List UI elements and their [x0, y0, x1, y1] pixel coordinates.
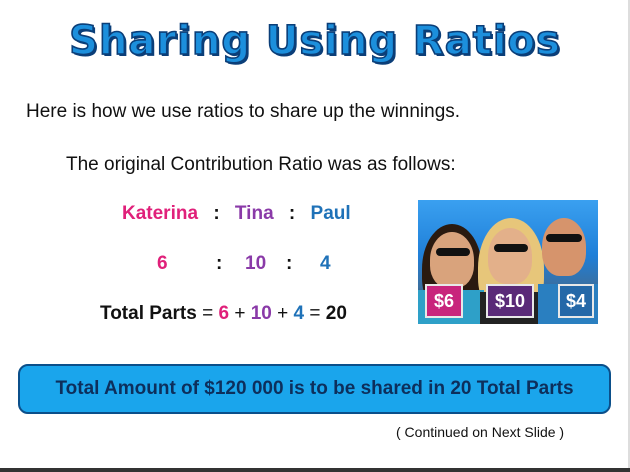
name-tina: Tina	[234, 203, 274, 224]
total-term-katerina: 6	[218, 303, 230, 324]
banner-text: Total Amount of $120 000 is to be shared…	[55, 378, 574, 399]
ratio-part-tina: 10	[245, 253, 267, 274]
ratio-separator: :	[286, 253, 293, 274]
equals-sign: =	[309, 303, 321, 324]
total-term-paul: 4	[293, 303, 305, 324]
photo-tag-paul: $4	[558, 284, 594, 318]
total-amount-banner: Total Amount of $120 000 is to be shared…	[18, 364, 611, 414]
plus-sign: +	[234, 303, 246, 324]
slide-title: Sharing Using Ratios	[68, 17, 561, 65]
total-parts-label: Total Parts	[100, 303, 197, 324]
total-result: 20	[325, 303, 347, 324]
original-ratio-heading: The original Contribution Ratio was as f…	[66, 154, 456, 175]
photo-tag-katerina: $6	[425, 284, 463, 318]
equals-sign: =	[202, 303, 214, 324]
ratio-separator: :	[288, 203, 296, 224]
ratio-part-katerina: 6	[157, 253, 168, 274]
ratio-separator: :	[213, 203, 220, 224]
ratio-separator: :	[216, 253, 223, 274]
plus-sign: +	[277, 303, 289, 324]
slide-bottom-border	[0, 468, 630, 472]
ratio-part-paul: 4	[320, 253, 331, 274]
continued-note: ( Continued on Next Slide )	[396, 424, 565, 440]
name-katerina: Katerina	[122, 203, 199, 224]
photo-tag-tina: $10	[486, 284, 534, 318]
ratio-names: Katerina : Tina : Paul	[122, 203, 351, 225]
name-paul: Paul	[310, 203, 351, 224]
total-parts-equation: Total Parts = 6 + 10 + 4 = 20	[100, 303, 347, 325]
total-term-tina: 10	[250, 303, 272, 324]
intro-text: Here is how we use ratios to share up th…	[26, 101, 461, 122]
slide-edge	[628, 0, 630, 472]
